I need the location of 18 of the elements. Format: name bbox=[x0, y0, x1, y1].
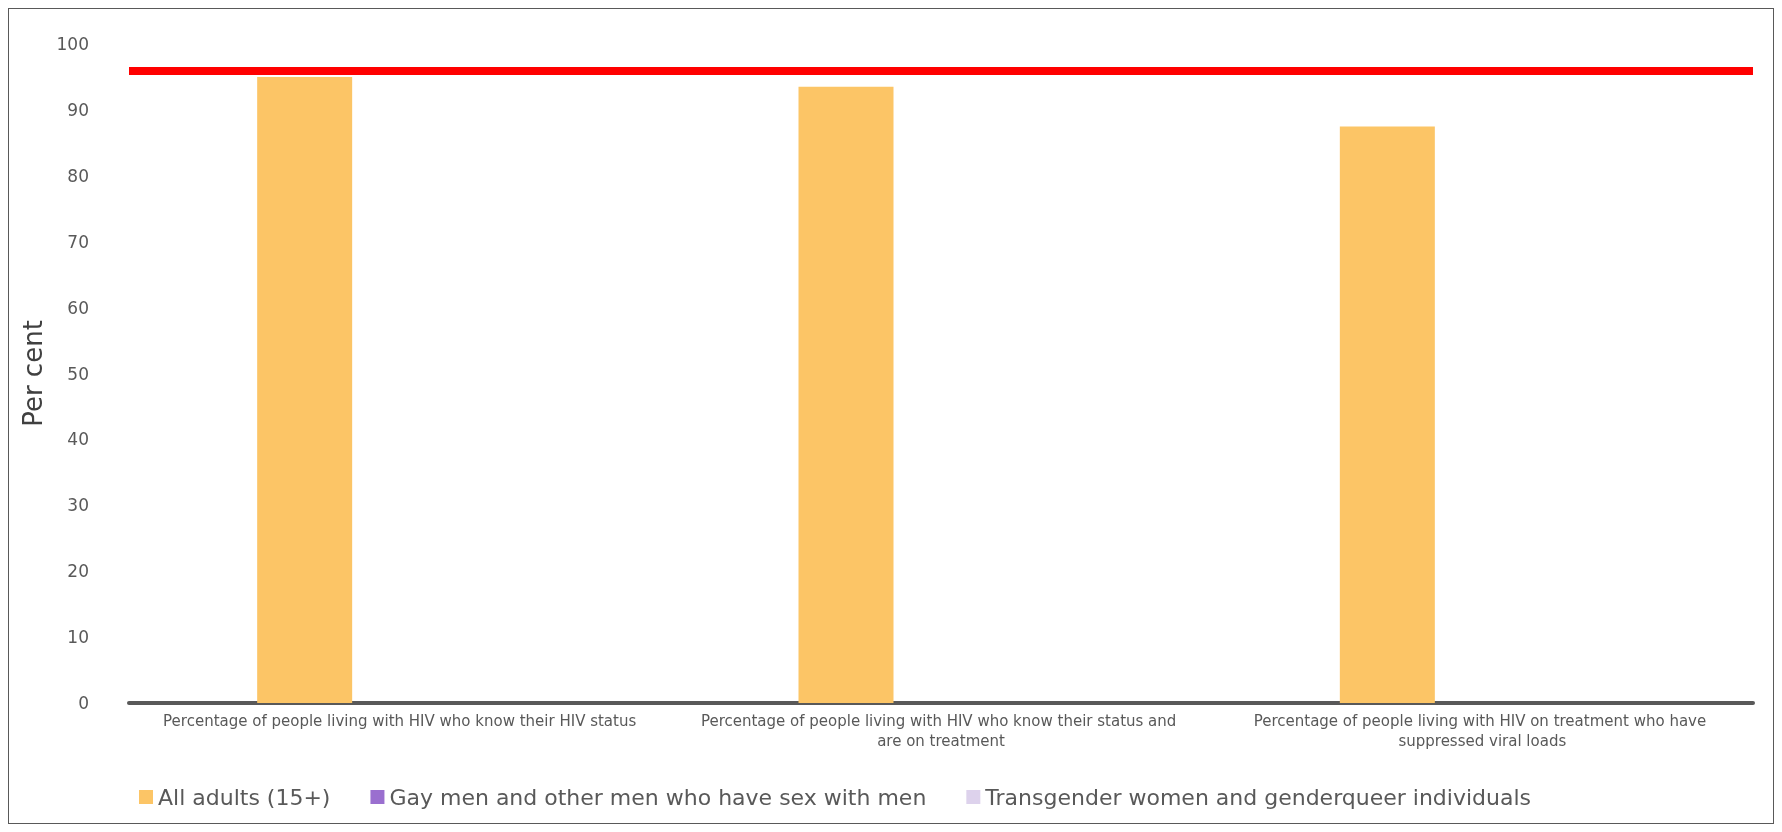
y-tick-label: 70 bbox=[67, 231, 89, 252]
x-tick-label: Percentage of people living with HIV who know their status and are on treatment bbox=[700, 712, 1182, 750]
y-tick-label: 60 bbox=[67, 297, 89, 318]
x-tick-label: Percentage of people living with HIV on treatment who have suppressed viral loads bbox=[1253, 712, 1711, 750]
y-tick-label: 80 bbox=[67, 165, 89, 186]
y-tick-label: 30 bbox=[67, 495, 89, 516]
y-tick-label: 50 bbox=[67, 363, 89, 384]
y-tick-label: 90 bbox=[67, 99, 89, 120]
y-tick-label: 20 bbox=[67, 561, 89, 582]
y-tick-label: 0 bbox=[78, 693, 89, 713]
legend-label: All adults (15+) bbox=[158, 784, 331, 810]
x-tick-label: Percentage of people living with HIV who know their HIV status bbox=[163, 712, 637, 730]
legend-label: Transgender women and genderqueer individuals bbox=[984, 784, 1532, 810]
y-tick-label: 100 bbox=[56, 34, 89, 54]
y-axis-title: Per cent bbox=[17, 320, 48, 427]
y-tick-label: 10 bbox=[67, 627, 89, 648]
y-tick-label: 40 bbox=[67, 429, 89, 450]
legend-label: Gay men and other men who have sex with men bbox=[389, 784, 927, 810]
